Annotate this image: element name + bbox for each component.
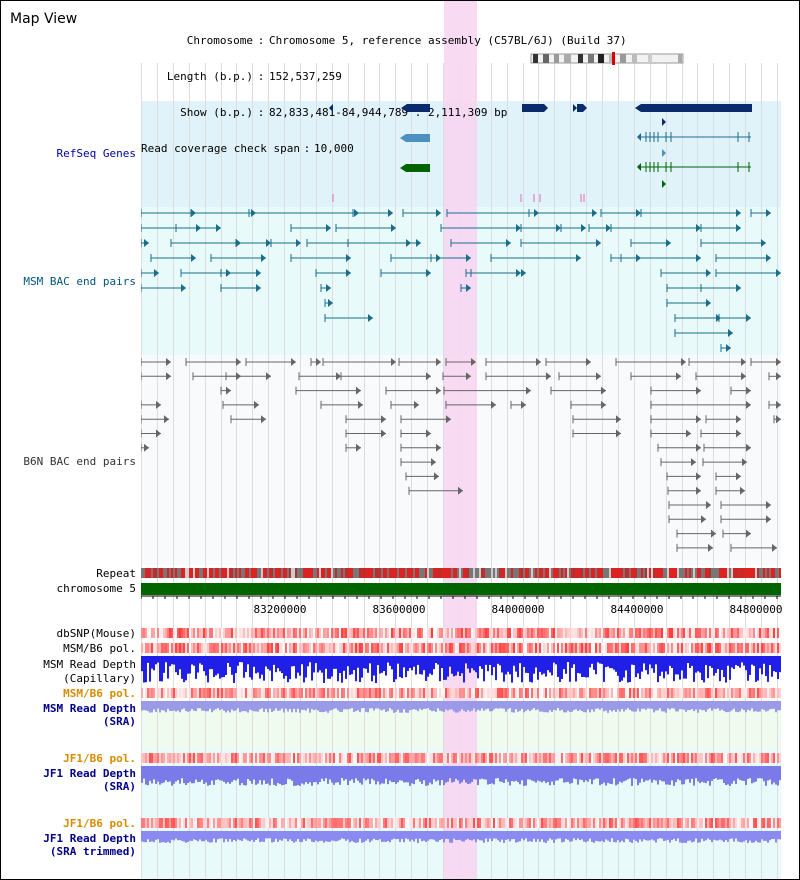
b6n-bac-end-pairs-track[interactable] [141,355,781,565]
msm-bac-label[interactable]: MSM BAC end pairs [23,275,136,288]
chromosome-label: Chromosome [186,34,253,47]
msm-read-depth-cap-label[interactable]: MSM Read Depth [43,658,136,671]
dbsnp-heat-track[interactable] [141,628,781,638]
jf1-b6-pol-label[interactable]: JF1/B6 pol. [63,752,136,765]
chromosome-ideogram[interactable] [530,52,686,66]
axis-tick-label: 84000000 [491,603,545,616]
position-axis [141,595,781,599]
axis-tick-label: 83600000 [372,603,426,616]
header-row-show: Show (b.p.):82,833,481-84,944,789 : 2,11… [149,107,627,119]
gene-row-1 [329,104,752,126]
gene-row-3 [400,162,751,188]
jf1-read-depth-sra-label[interactable]: JF1 Read Depth [43,767,136,780]
msm-read-depth-sra-sub-label: (SRA) [102,715,136,728]
msm-b6-pol-2-label[interactable]: MSM/B6 pol. [63,687,136,700]
msm-b6-pol-heat-track[interactable] [141,643,781,653]
msm-b6-pol-label[interactable]: MSM/B6 pol. [63,642,136,655]
coverage-label: Read coverage check span [141,142,300,155]
jf1-read-depth-sra-track[interactable] [141,766,781,786]
jf1-read-depth-sra-sub-label: (SRA) [102,780,136,793]
jf1-b6-pol-2-heat-track[interactable] [141,818,781,828]
jf1-b6-pol-2-label[interactable]: JF1/B6 pol. [63,817,136,830]
jf1-b6-pol-heat-track[interactable] [141,753,781,763]
msm-read-depth-capillary-track[interactable] [141,656,781,686]
refseq-genes-label[interactable]: RefSeq Genes [56,147,136,160]
length-label: Length (b.p.) [166,70,253,83]
show-value: 82,833,481-84,944,789 : 2,111,309 bp [269,106,508,119]
jf1-read-depth-trim-label[interactable]: JF1 Read Depth [43,832,136,845]
chromosome-bar[interactable] [141,583,781,595]
axis-tick-label: 84800000 [729,603,783,616]
refseq-genes-track[interactable] [141,101,781,207]
show-label: Show (b.p.) [180,106,253,119]
repeat-label[interactable]: Repeat [96,567,136,580]
page-title: Map View [10,11,78,27]
msm-b6-pol-2-heat-track[interactable] [141,688,781,698]
msm-read-depth-sra-track[interactable] [141,701,781,715]
axis-tick-label: 83200000 [253,603,307,616]
gene-row-2 [400,132,751,157]
msm-bac-end-pairs-track[interactable] [141,207,781,355]
gene-marks [332,194,585,202]
msm-read-depth-sra-label[interactable]: MSM Read Depth [43,702,136,715]
msm-read-depth-cap-sub-label: (Capillary) [63,672,136,685]
dbsnp-label[interactable]: dbSNP(Mouse) [56,627,136,640]
chromosome-track-label[interactable]: chromosome 5 [56,582,136,595]
chromosome-info: Chromosome: Chromosome 5, reference assem… [141,11,627,179]
header-row-chromosome: Chromosome: Chromosome 5, reference assem… [149,35,627,47]
jf1-read-depth-trimmed-track[interactable] [141,831,781,843]
chromosome-value: Chromosome 5, reference assembly (C57BL/… [269,34,627,47]
coverage-value: 10,000 [313,142,354,155]
b6n-bac-label[interactable]: B6N BAC end pairs [23,455,136,468]
repeat-track[interactable] [141,567,781,579]
axis-tick-label: 84400000 [610,603,664,616]
jf1-read-depth-trim-sub-label: (SRA trimmed) [49,845,136,858]
header-row-coverage: Read coverage check span:10,000 [141,142,354,155]
length-value: 152,537,259 [269,70,342,83]
highlight-region[interactable] [444,1,477,879]
header-row-length: Length (b.p.):152,537,259 [149,71,627,83]
